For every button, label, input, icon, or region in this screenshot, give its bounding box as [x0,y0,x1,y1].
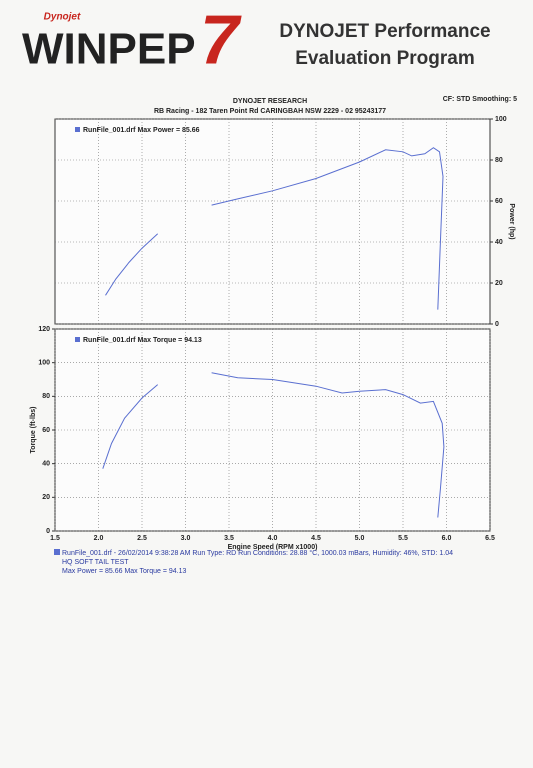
legend-label: RunFile_001.drf Max Torque = 94.13 [83,337,202,344]
footer-icon [54,549,60,555]
x-tick-label: 4.5 [311,535,321,542]
y-axis-label: Torque (ft-lbs) [30,407,37,454]
x-tick-label: 4.0 [268,535,278,542]
y-tick-label: 60 [495,198,503,205]
y-tick-label: 20 [42,494,50,501]
data-line [102,372,445,518]
x-tick-label: 3.5 [224,535,234,542]
x-tick-label: 6.5 [485,535,495,542]
y-tick-label: 40 [42,461,50,468]
x-tick-label: 6.0 [442,535,452,542]
x-tick-label: 3.0 [181,535,191,542]
y-tick-label: 0 [495,321,499,328]
title: DYNOJET Performance [279,21,490,42]
x-tick-label: 2.5 [137,535,147,542]
legend-label: RunFile_001.drf Max Power = 85.66 [83,127,200,134]
y-tick-label: 60 [42,427,50,434]
x-tick-label: 2.0 [94,535,104,542]
logo-small: Dynojet [44,12,81,23]
y-tick-label: 100 [495,116,507,123]
legend-icon [75,337,80,342]
logo-number: 7 [200,0,242,78]
footer-line: HQ SOFT TAIL TEST [62,559,129,566]
y-tick-label: 100 [38,360,50,367]
x-tick-label: 5.0 [355,535,365,542]
data-line [105,147,444,310]
x-axis-label: Engine Speed (RPM x1000) [228,544,318,551]
y-tick-label: 80 [495,157,503,164]
legend-icon [75,127,80,132]
footer-line: Max Power = 85.66 Max Torque = 94.13 [62,568,186,575]
y-tick-label: 40 [495,239,503,246]
company: DYNOJET RESEARCH [233,98,307,105]
y-tick-label: 80 [42,393,50,400]
y-tick-label: 120 [38,326,50,333]
settings: CF: STD Smoothing: 5 [443,96,517,103]
x-tick-label: 1.5 [50,535,60,542]
y-tick-label: 20 [495,280,503,287]
y-axis-label: Power (hp) [508,203,515,239]
title: Evaluation Program [295,48,475,69]
logo: WINPEP [22,25,196,74]
x-tick-label: 5.5 [398,535,408,542]
y-tick-label: 0 [46,528,50,535]
address: RB Racing - 182 Taren Point Rd CARINGBAH… [154,108,386,115]
footer-line: RunFile_001.drf - 26/02/2014 9:38:28 AM … [62,549,453,557]
